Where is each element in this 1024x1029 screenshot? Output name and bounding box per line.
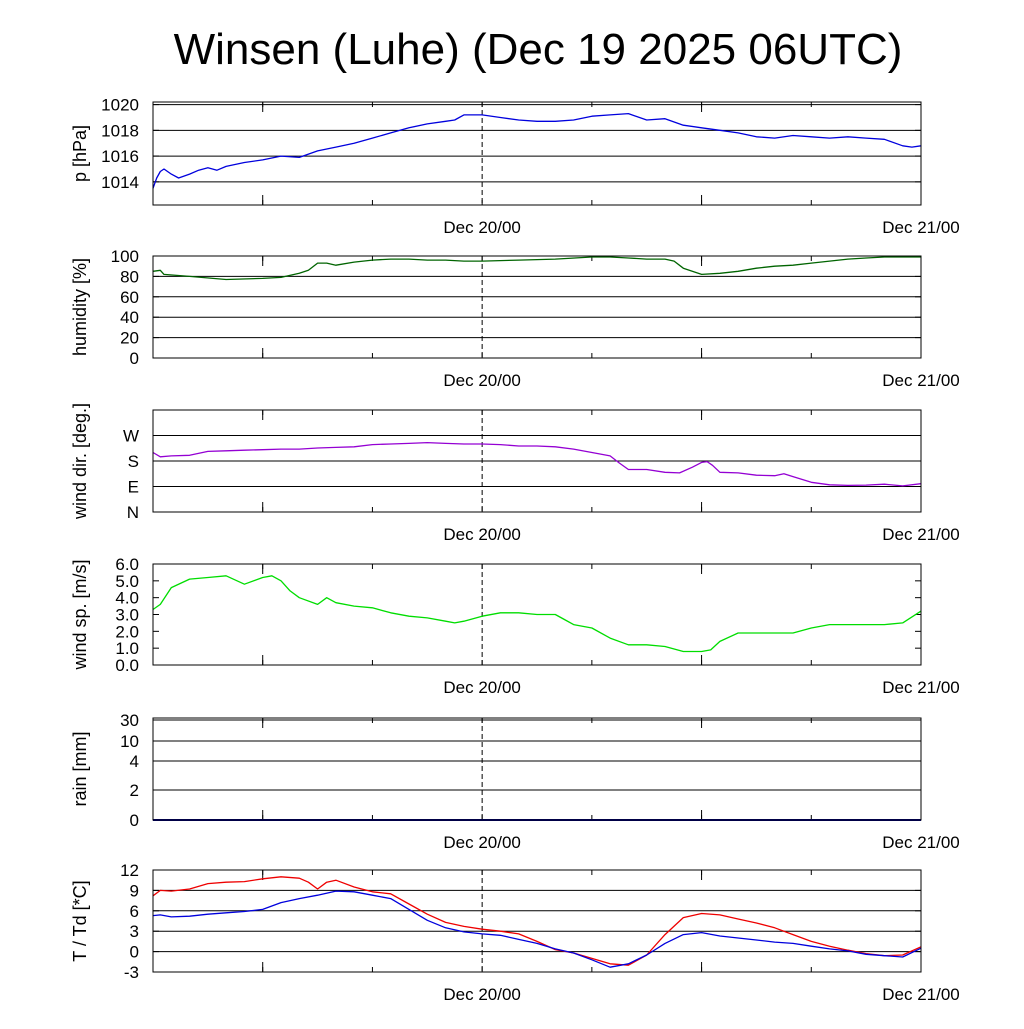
y-tick-label: 12 <box>120 861 139 880</box>
y-tick-label: 60 <box>120 288 139 307</box>
y-axis-label: humidity [%] <box>70 258 90 356</box>
y-tick-label: E <box>128 478 139 497</box>
y-tick-label: 30 <box>120 711 139 730</box>
x-tick-label: Dec 20/00 <box>443 371 521 390</box>
y-tick-label: 1020 <box>101 96 139 115</box>
plot-frame <box>152 869 922 973</box>
y-tick-label: 6.0 <box>115 555 139 574</box>
y-tick-label: 100 <box>111 247 139 266</box>
y-tick-label: 0.0 <box>115 656 139 675</box>
chart-title: Winsen (Luhe) (Dec 19 2025 06UTC) <box>174 25 903 74</box>
series-line-pressure <box>152 112 922 189</box>
y-tick-label: 5.0 <box>115 572 139 591</box>
panel-3: 0.01.02.03.04.05.06.0 Dec 20/00 Dec 21/00 w… <box>70 555 960 697</box>
x-tick-label: Dec 21/00 <box>882 678 960 697</box>
y-tick-label: 4.0 <box>115 589 139 608</box>
plot-frame <box>152 255 922 359</box>
x-tick-label: Dec 20/00 <box>443 525 521 544</box>
panel-5: -30 36 912 Dec 20/00 Dec 21/00 T / Td [*C] <box>70 861 960 1004</box>
y-axis-label: wind sp. [m/s] <box>70 559 90 670</box>
y-tick-label: 1.0 <box>115 639 139 658</box>
y-tick-label: 0 <box>130 811 139 830</box>
plot-frame <box>152 101 922 206</box>
y-tick-label: 3.0 <box>115 606 139 625</box>
y-tick-label: 1018 <box>101 121 139 140</box>
y-tick-label: 4 <box>130 752 139 771</box>
plot-frame <box>152 563 922 666</box>
y-axis-label: wind dir. [deg.] <box>70 403 90 520</box>
y-tick-label: 2.0 <box>115 622 139 641</box>
y-tick-label: 20 <box>120 329 139 348</box>
y-tick-label: 0 <box>130 943 139 962</box>
y-tick-label: 2 <box>130 781 139 800</box>
series-line-wind_speed <box>152 575 922 653</box>
y-tick-label: 1014 <box>101 173 139 192</box>
y-axis-label: p [hPa] <box>70 125 90 182</box>
x-tick-label: Dec 21/00 <box>882 985 960 1004</box>
plot-frame <box>152 409 922 513</box>
x-tick-label: Dec 20/00 <box>443 218 521 237</box>
x-tick-label: Dec 21/00 <box>882 525 960 544</box>
x-tick-label: Dec 20/00 <box>443 678 521 697</box>
series-line-wind_dir <box>152 441 922 487</box>
y-tick-label: 80 <box>120 267 139 286</box>
x-tick-label: Dec 20/00 <box>443 833 521 852</box>
series-line-temperature <box>152 876 922 966</box>
y-axis-label: T / Td [*C] <box>70 880 90 961</box>
y-tick-label: N <box>127 503 139 522</box>
y-tick-label: 1016 <box>101 147 139 166</box>
panel-4: 0 2 410 30 Dec 20/00 Dec 21/00 rain [mm] <box>70 711 960 852</box>
x-tick-label: Dec 21/00 <box>882 218 960 237</box>
y-tick-label: -3 <box>124 963 139 982</box>
y-tick-label: W <box>123 427 139 446</box>
y-tick-label: 6 <box>130 902 139 921</box>
y-tick-label: 3 <box>130 922 139 941</box>
x-tick-label: Dec 21/00 <box>882 833 960 852</box>
y-tick-label: 9 <box>130 881 139 900</box>
plot-frame <box>152 717 922 821</box>
x-tick-label: Dec 21/00 <box>882 371 960 390</box>
x-tick-label: Dec 20/00 <box>443 985 521 1004</box>
y-tick-label: 10 <box>120 732 139 751</box>
y-tick-label: 0 <box>130 349 139 368</box>
y-tick-label: 40 <box>120 308 139 327</box>
series-line-dewpoint <box>152 890 922 968</box>
series-line-humidity <box>152 256 921 281</box>
panel-0: 1014 1016 1018 1020 Dec 20/00 Dec 21/00 p [hPa… <box>70 96 960 237</box>
y-tick-label: S <box>128 452 139 471</box>
y-axis-label: rain [mm] <box>70 731 90 806</box>
